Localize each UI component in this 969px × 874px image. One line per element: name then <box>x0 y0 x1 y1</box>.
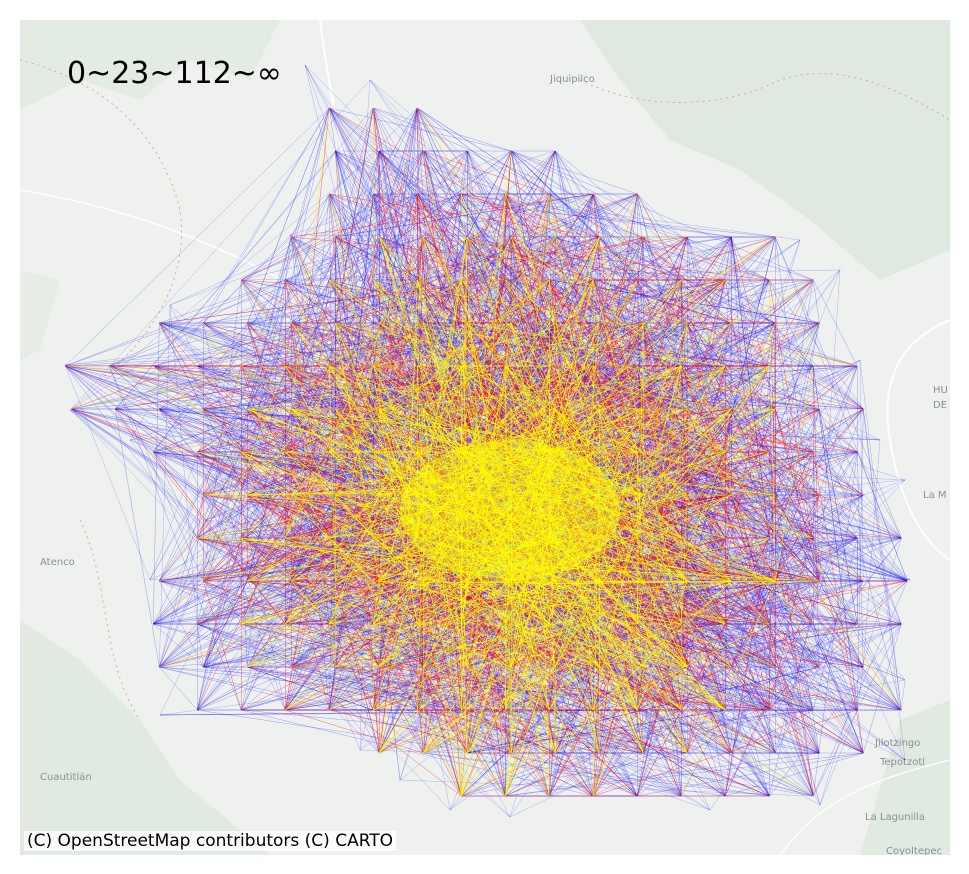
place-label-la-lagunilla: La Lagunilla <box>865 812 925 823</box>
flow-legend-title: 0~23~112~∞ <box>67 56 282 91</box>
place-label-la-m: La M <box>923 490 947 501</box>
place-label-hu: HU <box>933 385 948 396</box>
place-label-coyoltepec: Coyoltepec <box>886 846 942 855</box>
place-label-de: DE <box>933 400 947 411</box>
map-attribution: (C) OpenStreetMap contributors (C) CARTO <box>24 831 397 851</box>
place-label-jilotzingo: Jilotzingo <box>874 738 920 749</box>
od-flow-network <box>64 64 911 818</box>
place-label-cuautitlan: Cuautitlán <box>40 771 92 783</box>
place-label-tepotzotl: Tepotzotl <box>879 757 925 768</box>
place-label-jiquipilco: Jiquipilco <box>549 74 595 85</box>
place-label-atenco: Atenco <box>40 557 75 568</box>
map-canvas[interactable]: Jiquipilco La Lagunilla La M HU DE Coyol… <box>20 20 950 855</box>
